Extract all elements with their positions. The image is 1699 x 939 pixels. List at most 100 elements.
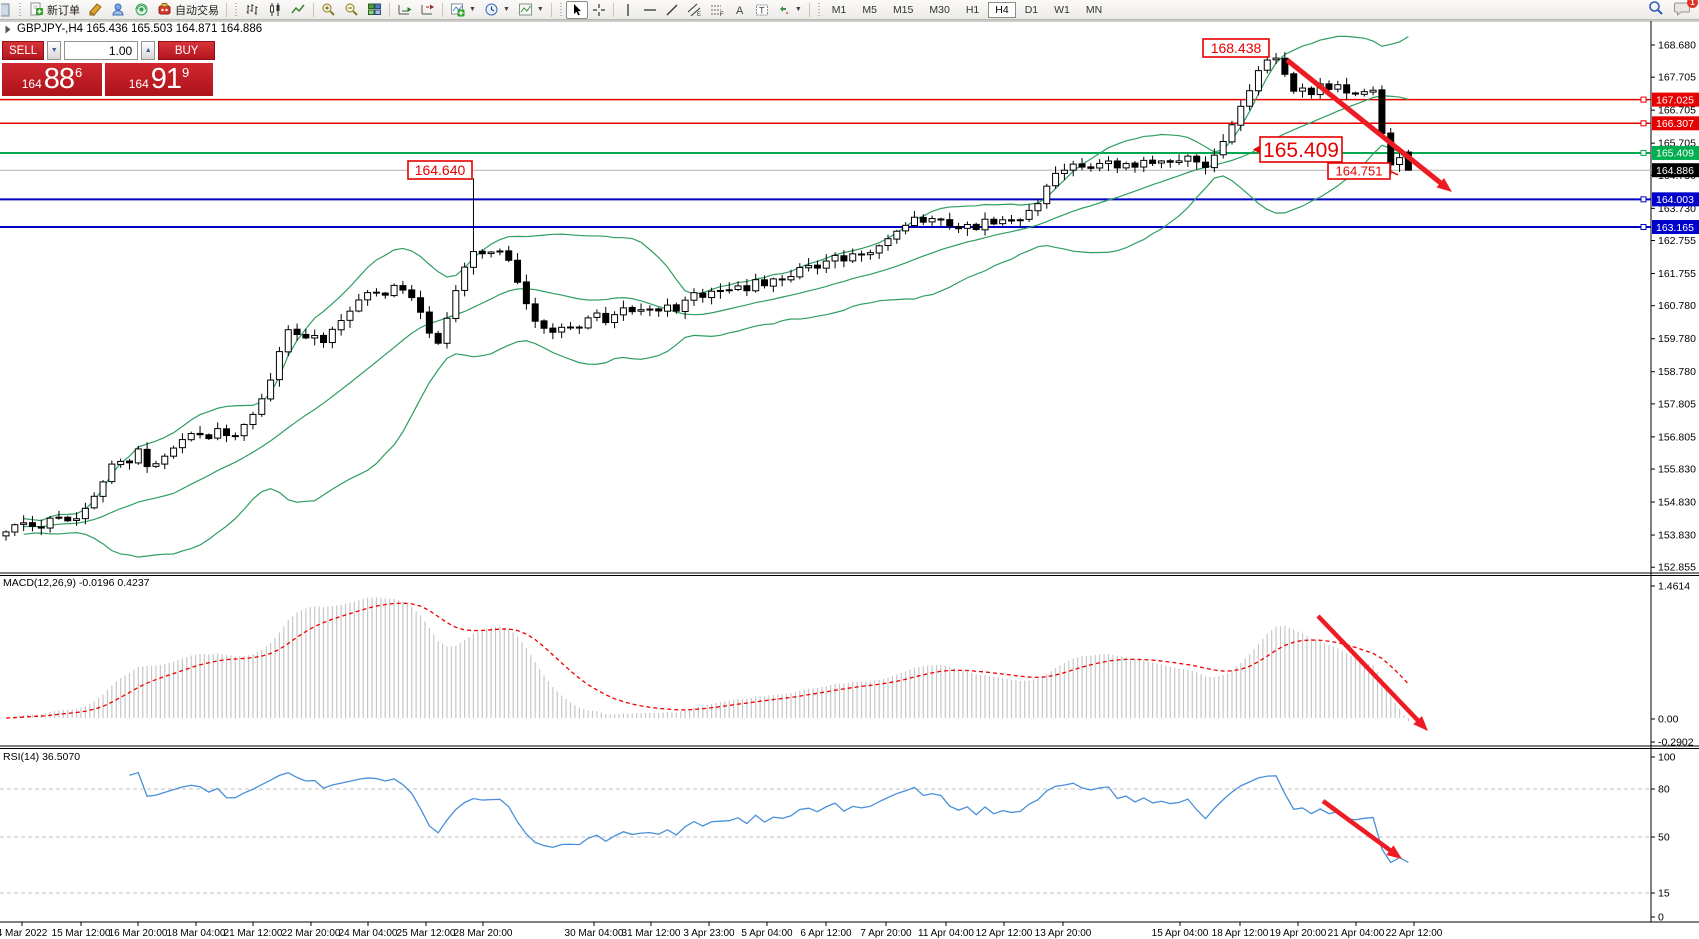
toolbar-group-scroll <box>393 0 439 19</box>
editor-button[interactable] <box>84 0 107 19</box>
zoom-in-button[interactable] <box>317 0 340 19</box>
svg-text:11 Apr 04:00: 11 Apr 04:00 <box>918 928 974 939</box>
timeframe-h4[interactable]: H4 <box>988 1 1016 18</box>
cursor-tool-button[interactable] <box>565 0 588 19</box>
toolbar-group-orders: 新订单 <box>0 0 223 19</box>
svg-text:50: 50 <box>1658 832 1670 844</box>
one-click-trading-panel: SELL ▼ ▲ BUY 164 88 6 164 91 9 <box>2 41 216 96</box>
toolbar-separator <box>389 2 390 17</box>
templates-button[interactable]: ▼ <box>514 0 548 19</box>
pane-borders <box>0 20 1699 923</box>
periods-button[interactable]: ▼ <box>480 0 514 19</box>
candlestick-chart-icon <box>270 3 280 16</box>
clock-icon <box>485 3 498 16</box>
timeframe-m15[interactable]: M15 <box>892 3 914 16</box>
svg-text:165.409: 165.409 <box>1263 139 1339 162</box>
svg-text:165.409: 165.409 <box>1656 148 1694 160</box>
rsi-header: RSI(14) 36.5070 <box>3 751 80 763</box>
svg-text:16 Mar 20:00: 16 Mar 20:00 <box>109 928 168 939</box>
svg-text:164.886: 164.886 <box>1656 165 1694 177</box>
svg-text:4 Mar 2022: 4 Mar 2022 <box>0 928 48 939</box>
svg-text:164.003: 164.003 <box>1656 194 1694 206</box>
svg-text:24 Mar 04:00: 24 Mar 04:00 <box>339 928 398 939</box>
terminal-button[interactable] <box>107 0 130 19</box>
horizontal-line-icon <box>643 8 656 11</box>
svg-text:12 Apr 12:00: 12 Apr 12:00 <box>976 928 1033 939</box>
auto-scroll-button[interactable] <box>393 0 416 19</box>
new-order-button[interactable]: 新订单 <box>25 0 84 20</box>
svg-text:T: T <box>759 5 765 15</box>
tile-windows-button[interactable] <box>363 0 386 19</box>
timeframe-h1[interactable]: H1 <box>965 3 980 16</box>
notifications-button[interactable]: 1 <box>1674 0 1698 19</box>
toolbar-grip <box>18 3 22 16</box>
sell-price-prefix: 164 <box>21 77 42 91</box>
new-order-label: 新订单 <box>47 4 80 17</box>
indicator-headers: MACD(12,26,9) -0.0196 0.4237 RSI(14) 36.5… <box>3 577 150 763</box>
arrows-tool-button[interactable]: ▼ <box>773 1 806 19</box>
sell-price-pip: 6 <box>75 65 83 80</box>
bar-chart-button[interactable] <box>241 0 264 19</box>
svg-text:166.705: 166.705 <box>1658 105 1696 117</box>
metaeditor-icon <box>89 3 102 16</box>
timeframe-m1[interactable]: M1 <box>831 3 847 16</box>
equidistant-channel-icon: E <box>687 3 701 17</box>
svg-text:166.307: 166.307 <box>1656 118 1694 130</box>
svg-text:A: A <box>736 5 744 17</box>
sell-button[interactable]: SELL <box>2 41 45 60</box>
level-lines[interactable] <box>0 96 1651 230</box>
buy-price[interactable]: 164 91 9 <box>105 63 213 96</box>
text-tool-button[interactable]: A <box>729 1 751 19</box>
sell-price[interactable]: 164 88 6 <box>2 63 102 96</box>
timeframe-w1[interactable]: W1 <box>1054 3 1070 16</box>
trend-arrows[interactable] <box>1285 58 1452 859</box>
buy-price-big: 91 <box>150 63 182 95</box>
volume-decrease-button[interactable]: ▼ <box>47 41 62 60</box>
svg-text:167.705: 167.705 <box>1658 72 1696 84</box>
volume-increase-button[interactable]: ▲ <box>141 41 156 60</box>
vertical-line-tool-button[interactable] <box>617 1 639 19</box>
toolbar-group-zoom <box>317 0 386 19</box>
svg-text:0: 0 <box>1658 912 1664 924</box>
trendline-tool-button[interactable] <box>661 1 683 19</box>
timeframe-m30[interactable]: M30 <box>929 3 950 16</box>
toolbar-separator <box>550 2 552 17</box>
candles <box>2 52 1412 541</box>
new-order-icon <box>30 2 43 16</box>
terminal-icon <box>112 3 124 16</box>
volume-input[interactable] <box>64 41 139 60</box>
search-button[interactable] <box>1648 0 1664 19</box>
timeframe-m5[interactable]: M5 <box>862 3 877 16</box>
vertical-line-icon <box>627 3 629 16</box>
line-chart-button[interactable] <box>287 0 310 19</box>
timeframe-d1[interactable]: D1 <box>1024 3 1039 16</box>
svg-text:164.640: 164.640 <box>415 162 466 178</box>
svg-text:168.680: 168.680 <box>1658 40 1696 52</box>
autotrade-button[interactable]: 自动交易 <box>153 0 223 20</box>
svg-text:5 Apr 04:00: 5 Apr 04:00 <box>741 928 793 939</box>
toolbar-separator <box>612 2 614 17</box>
toolbar-separator <box>442 2 443 17</box>
text-label-tool-button[interactable]: T <box>751 1 773 19</box>
annotation-labels[interactable]: 168.438 165.409 164.751 164.640 <box>407 38 1399 180</box>
zoom-out-button[interactable] <box>340 0 363 19</box>
channel-tool-button[interactable]: E <box>683 1 706 19</box>
svg-text:80: 80 <box>1658 784 1670 796</box>
svg-text:167.025: 167.025 <box>1656 94 1694 106</box>
buy-button[interactable]: BUY <box>158 41 216 60</box>
auto-scroll-icon <box>398 5 412 15</box>
svg-text:159.780: 159.780 <box>1658 333 1696 345</box>
svg-text:1.4614: 1.4614 <box>1658 581 1690 593</box>
chart-shift-button[interactable] <box>416 0 439 19</box>
svg-text:21 Mar 12:00: 21 Mar 12:00 <box>224 928 283 939</box>
horizontal-line-tool-button[interactable] <box>639 1 661 19</box>
indicators-button[interactable]: ▼ <box>446 0 480 19</box>
crosshair-tool-button[interactable] <box>588 1 610 19</box>
timeframe-mn[interactable]: MN <box>1085 3 1103 16</box>
broadcast-button[interactable] <box>130 0 153 19</box>
candlestick-chart-button[interactable] <box>264 0 287 19</box>
sell-price-big: 88 <box>43 63 75 95</box>
bar-chart-icon <box>246 4 258 15</box>
fibonacci-tool-button[interactable]: F <box>706 1 729 19</box>
